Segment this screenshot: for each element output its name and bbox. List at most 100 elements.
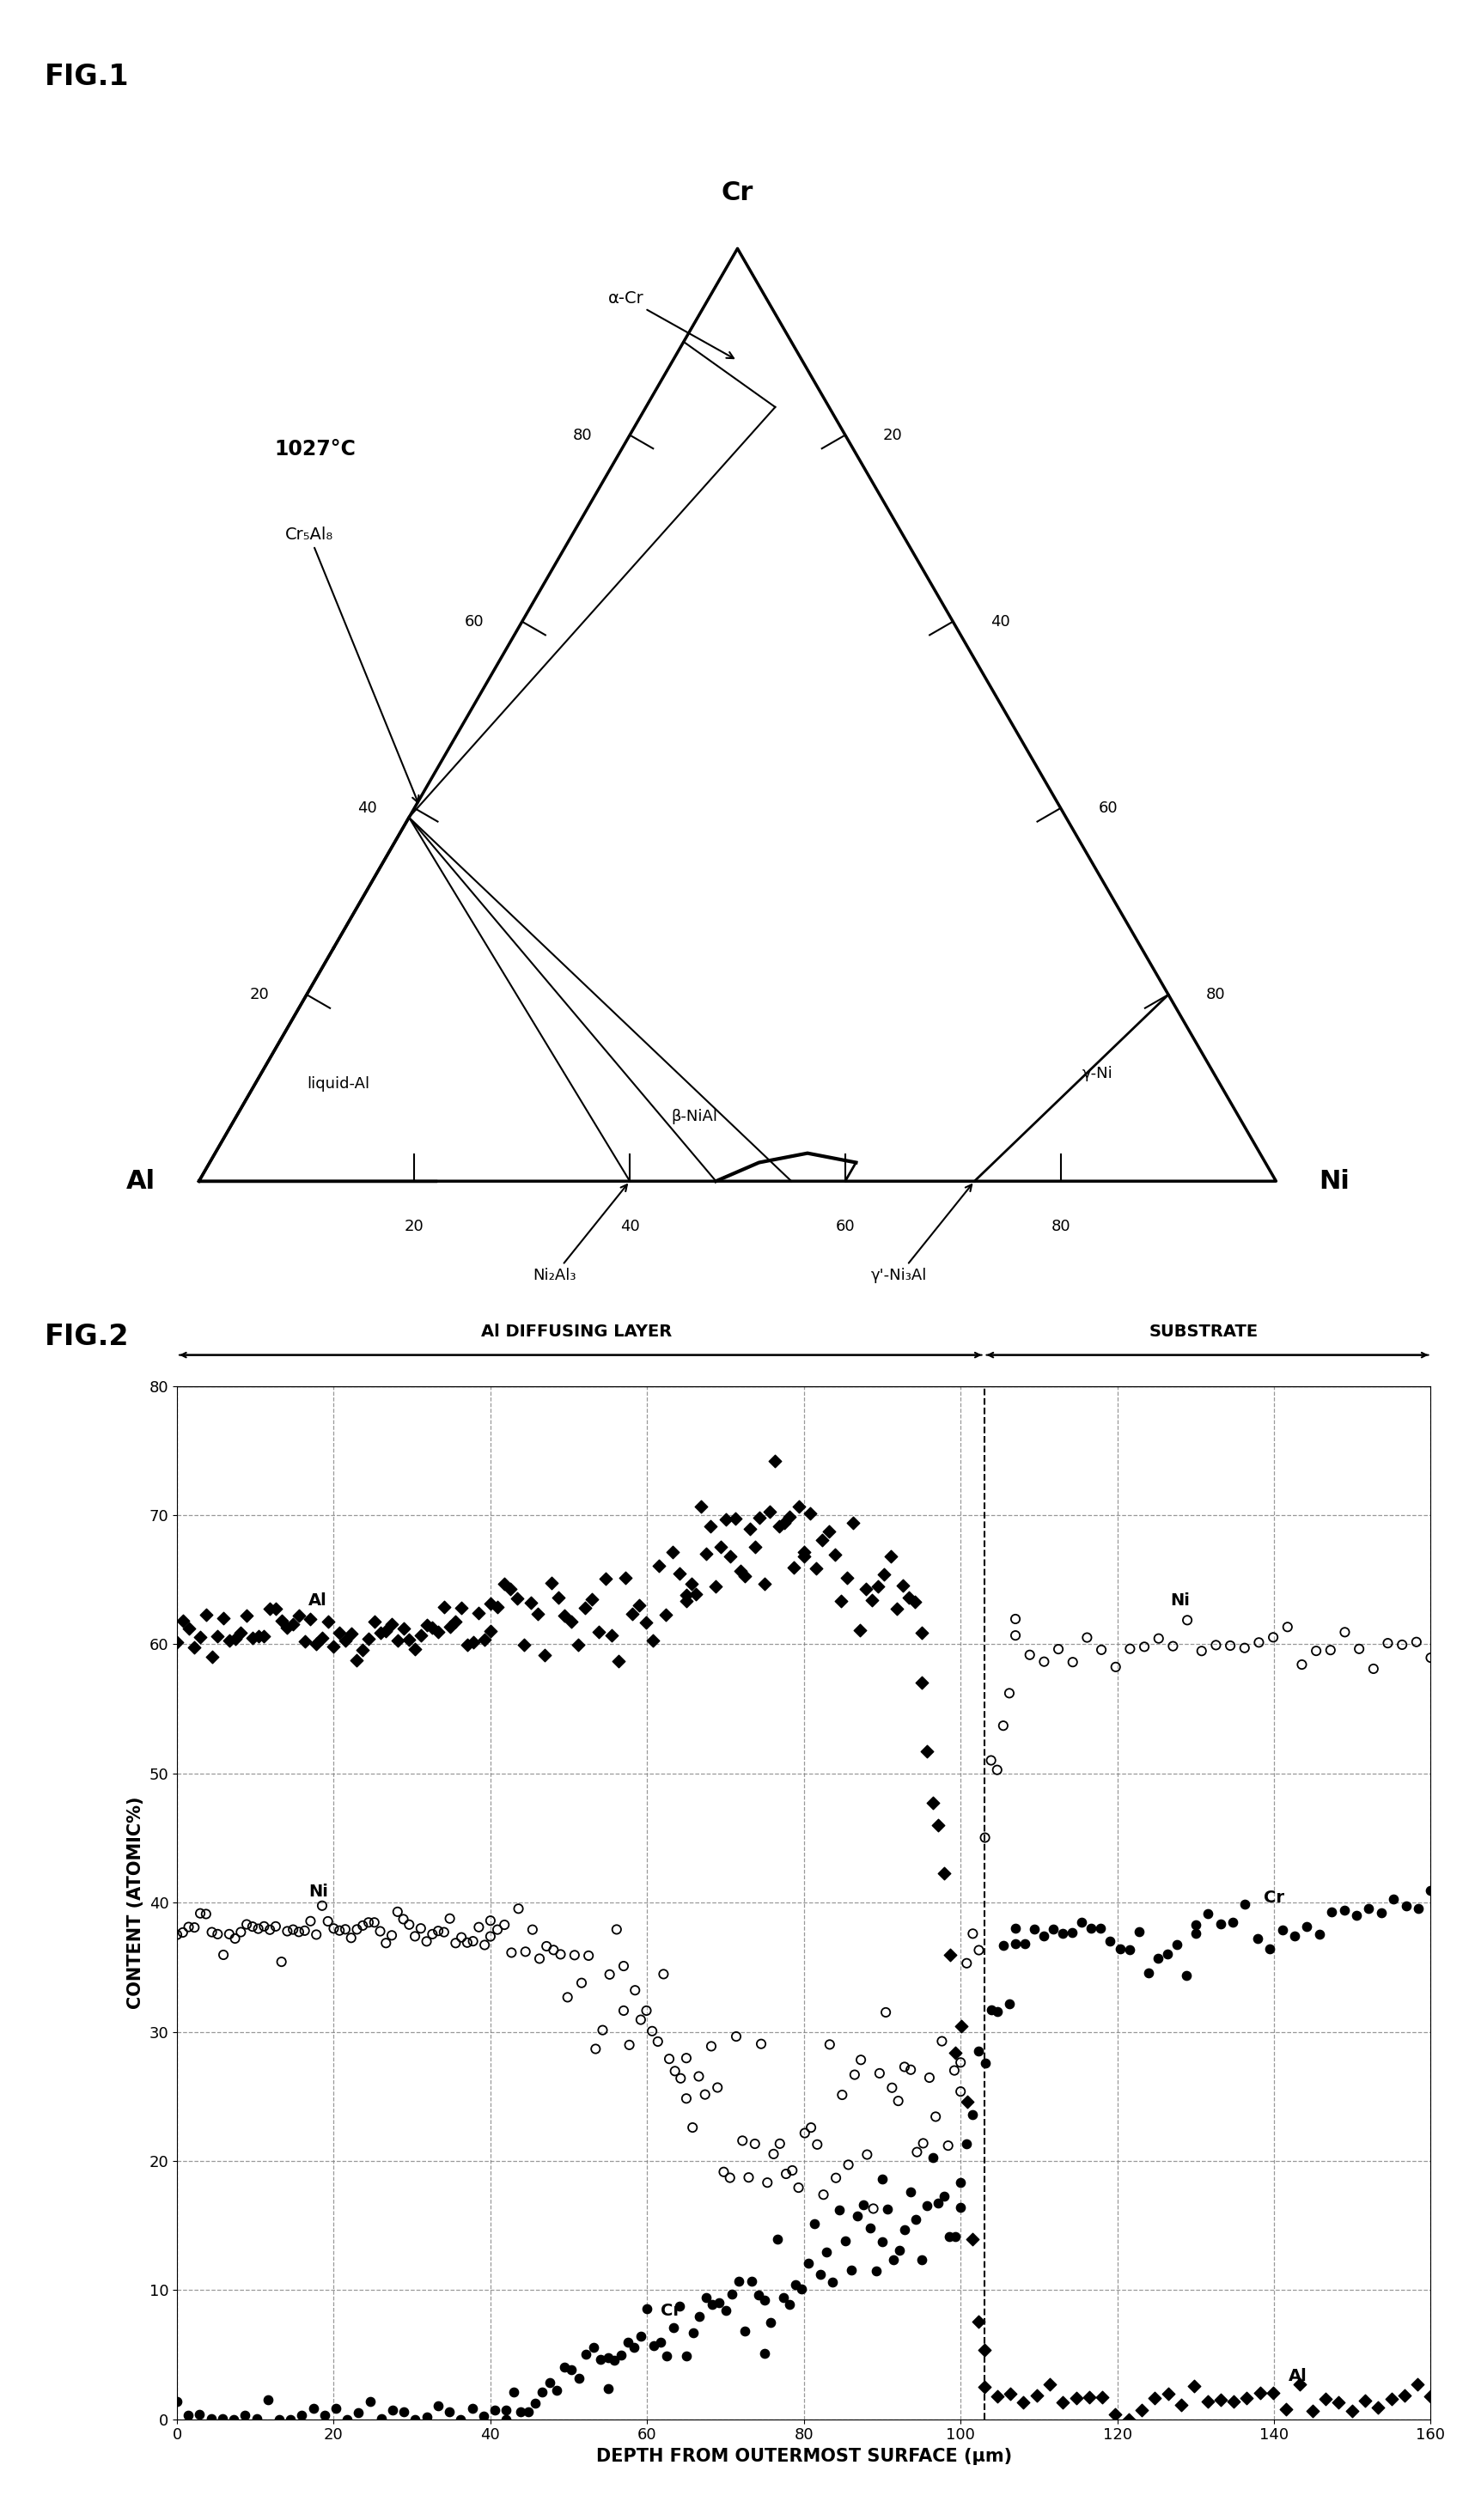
Text: Cr: Cr — [721, 181, 754, 207]
Point — [369, 1613, 392, 1653]
Point — [962, 2094, 985, 2134]
Point — [763, 1441, 786, 1482]
Point — [674, 2079, 698, 2119]
Point — [674, 1580, 698, 1620]
Text: 40: 40 — [357, 801, 376, 816]
Point — [589, 2339, 612, 2379]
Point — [282, 1603, 305, 1643]
Text: 60: 60 — [835, 1220, 856, 1235]
Point — [1291, 1646, 1314, 1686]
Text: 80: 80 — [572, 428, 591, 444]
Point — [1218, 1625, 1242, 1666]
Text: γ'-Ni₃Al: γ'-Ni₃Al — [872, 1184, 972, 1283]
Point — [1183, 2366, 1207, 2407]
Point — [502, 2371, 525, 2412]
Point — [512, 1625, 535, 1666]
Point — [553, 1595, 577, 1635]
Text: Cr₅Al₈: Cr₅Al₈ — [285, 527, 419, 801]
Point — [333, 1620, 357, 1661]
Point — [468, 1593, 491, 1633]
Point — [1118, 1628, 1142, 1668]
Point — [938, 1935, 962, 1976]
Point — [473, 1620, 497, 1661]
Point — [391, 1608, 414, 1648]
Point — [658, 2039, 681, 2079]
Point — [1366, 2386, 1389, 2427]
Point — [426, 1910, 450, 1950]
Point — [494, 2389, 518, 2429]
Point — [979, 1991, 1003, 2031]
Point — [316, 1900, 339, 1940]
Point — [1130, 2389, 1153, 2429]
Point — [1032, 1641, 1056, 1681]
Point — [339, 1613, 363, 1653]
Point — [1248, 2371, 1271, 2412]
Point — [245, 2399, 268, 2439]
Point — [426, 1610, 450, 1651]
Point — [972, 2328, 996, 2369]
Point — [556, 1978, 580, 2019]
Point — [830, 2074, 854, 2114]
Point — [1170, 2384, 1193, 2424]
Point — [1061, 1643, 1084, 1683]
Point — [1099, 1920, 1122, 1961]
Point — [485, 1910, 509, 1950]
Point — [805, 2124, 829, 2165]
Point — [612, 1945, 636, 1986]
Point — [414, 2397, 438, 2437]
Point — [546, 2371, 569, 2412]
Point — [357, 1618, 381, 1658]
Point — [600, 1615, 624, 1656]
Text: γ-Ni: γ-Ni — [1083, 1066, 1114, 1081]
Point — [792, 1537, 816, 1578]
Point — [1233, 1885, 1257, 1925]
Text: Cr: Cr — [661, 2303, 681, 2318]
Point — [743, 2124, 767, 2165]
Point — [375, 1923, 398, 1963]
Point — [898, 2049, 922, 2089]
Point — [944, 2034, 968, 2074]
Point — [1261, 1618, 1285, 1658]
Point — [701, 2283, 724, 2323]
Point — [892, 2046, 916, 2087]
Point — [301, 2389, 324, 2429]
Point — [926, 1804, 950, 1845]
Point — [864, 2250, 888, 2291]
Point — [870, 2220, 894, 2260]
Point — [985, 1991, 1009, 2031]
Point — [531, 2371, 555, 2412]
Point — [1047, 1628, 1071, 1668]
Point — [746, 2276, 770, 2316]
Point — [597, 1956, 621, 1996]
Point — [1361, 1648, 1385, 1688]
Point — [943, 2051, 966, 2092]
Point — [898, 2172, 922, 2213]
Point — [177, 1908, 201, 1948]
Point — [409, 1615, 432, 1656]
Point — [699, 2026, 723, 2066]
Point — [948, 2162, 972, 2202]
Point — [881, 2066, 904, 2107]
Point — [956, 2082, 979, 2122]
Point — [270, 1600, 294, 1641]
Point — [1210, 2379, 1233, 2419]
Point — [605, 1910, 628, 1950]
Point — [345, 1641, 369, 1681]
Point — [409, 1908, 432, 1948]
Text: Ni: Ni — [1319, 1169, 1350, 1194]
Point — [920, 2137, 944, 2177]
Point — [596, 2336, 620, 2376]
X-axis label: DEPTH FROM OUTERMOST SURFACE (μm): DEPTH FROM OUTERMOST SURFACE (μm) — [596, 2447, 1012, 2465]
Point — [1404, 1623, 1428, 1663]
Point — [468, 1908, 491, 1948]
Point — [1174, 1956, 1198, 1996]
Text: Ni₂Al₃: Ni₂Al₃ — [532, 1184, 627, 1283]
Point — [798, 1492, 822, 1532]
Point — [1196, 1893, 1220, 1933]
Point — [646, 2021, 670, 2061]
Point — [875, 1993, 898, 2034]
Point — [381, 1915, 404, 1956]
Point — [1143, 2379, 1167, 2419]
Point — [199, 2399, 223, 2439]
Point — [322, 1625, 345, 1666]
